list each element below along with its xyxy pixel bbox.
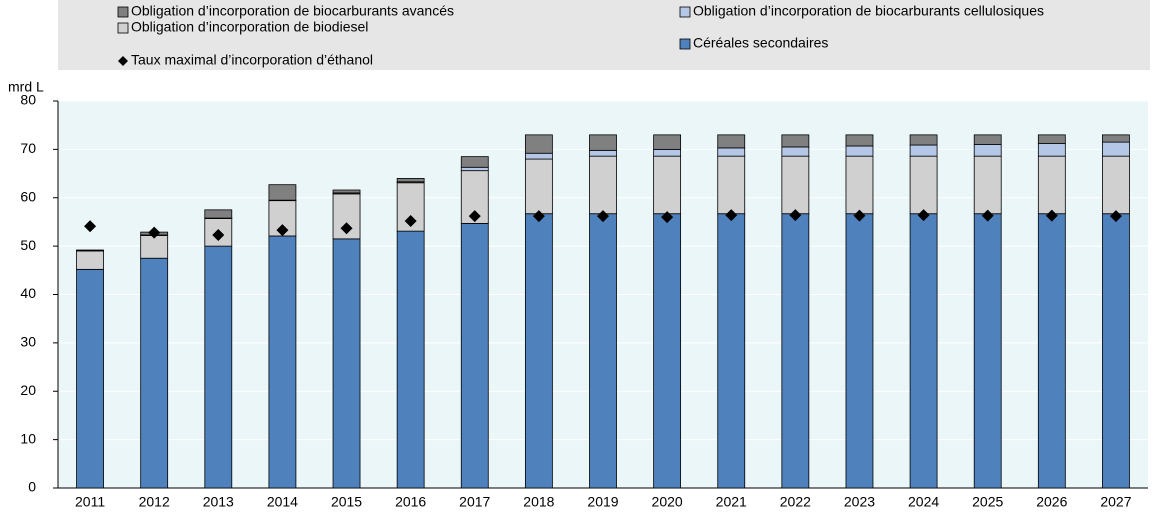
bar-segment	[782, 135, 809, 147]
bar-segment	[654, 135, 681, 150]
bar-segment	[1102, 142, 1129, 156]
bar-segment	[910, 145, 937, 156]
bar-segment	[974, 145, 1001, 157]
bar-segment	[1102, 135, 1129, 142]
bar-segment	[718, 148, 745, 156]
x-tick-label: 2021	[716, 494, 747, 510]
bar-segment	[782, 214, 809, 488]
x-tick-label: 2027	[1100, 494, 1131, 510]
bar-segment	[974, 214, 1001, 488]
y-tick-label: 40	[20, 285, 36, 301]
x-tick-label: 2024	[908, 494, 939, 510]
bar-segment	[525, 135, 552, 153]
y-tick-label: 20	[20, 382, 36, 398]
bar-segment	[461, 157, 488, 168]
bar-segment	[1038, 135, 1065, 144]
y-tick-label: 80	[20, 92, 36, 108]
x-tick-label: 2011	[75, 494, 105, 510]
legend-swatch	[118, 7, 128, 17]
bar-segment	[525, 159, 552, 214]
legend-label: Taux maximal d’incorporation d’éthanol	[131, 52, 373, 68]
x-tick-label: 2023	[844, 494, 875, 510]
y-tick-label: 50	[20, 237, 36, 253]
bar-segment	[910, 156, 937, 214]
bar-segment	[654, 156, 681, 214]
y-tick-label: 30	[20, 334, 36, 350]
bar-segment	[141, 258, 168, 488]
bar-segment	[333, 239, 360, 488]
y-tick-label: 70	[20, 140, 36, 156]
bar-segment	[141, 235, 168, 258]
x-tick-label: 2013	[203, 494, 234, 510]
legend-label: Obligation d’incorporation de biocarbura…	[693, 3, 1044, 19]
bar-segment	[397, 178, 424, 181]
bar-segment	[654, 214, 681, 488]
bar-segment	[846, 156, 873, 214]
bar-segment	[590, 150, 617, 156]
y-tick-label: 60	[20, 188, 36, 204]
bar-segment	[718, 156, 745, 214]
legend-label: Obligation d’incorporation de biodiesel	[131, 19, 368, 35]
bar-segment	[269, 236, 296, 488]
bar-segment	[846, 146, 873, 156]
x-tick-label: 2017	[459, 494, 490, 510]
bar-segment	[782, 147, 809, 156]
legend-label: Obligation d’incorporation de biocarbura…	[131, 3, 454, 19]
bar-segment	[782, 156, 809, 214]
bar-segment	[461, 223, 488, 488]
bar-segment	[590, 135, 617, 150]
x-tick-label: 2019	[587, 494, 618, 510]
legend-label: Céréales secondaires	[693, 35, 828, 51]
x-tick-label: 2016	[395, 494, 426, 510]
bar-segment	[974, 156, 1001, 214]
x-tick-label: 2026	[1036, 494, 1067, 510]
bar-segment	[910, 214, 937, 488]
bar-segment	[77, 269, 104, 488]
bar-segment	[974, 135, 1001, 145]
bar-segment	[77, 251, 104, 269]
y-tick-label: 0	[28, 479, 36, 495]
bar-segment	[590, 156, 617, 214]
bar-segment	[333, 190, 360, 193]
bar-segment	[1102, 156, 1129, 214]
x-tick-label: 2018	[523, 494, 554, 510]
legend-swatch	[118, 23, 128, 33]
x-tick-label: 2015	[331, 494, 362, 510]
bar-segment	[910, 135, 937, 145]
bar-segment	[654, 149, 681, 156]
x-tick-label: 2022	[780, 494, 811, 510]
bar-segment	[846, 135, 873, 146]
bar-segment	[525, 214, 552, 488]
bar-segment	[525, 153, 552, 159]
bar-segment	[846, 214, 873, 488]
bar-segment	[1102, 214, 1129, 488]
legend-swatch	[680, 7, 690, 17]
y-tick-label: 10	[20, 430, 36, 446]
bar-segment	[205, 246, 232, 488]
legend-swatch	[680, 39, 690, 49]
bar-segment	[718, 214, 745, 488]
bar-segment	[718, 135, 745, 148]
bar-segment	[205, 210, 232, 218]
x-tick-label: 2025	[972, 494, 1003, 510]
bar-segment	[1038, 156, 1065, 214]
bar-segment	[1038, 214, 1065, 488]
bar-segment	[397, 231, 424, 488]
x-tick-label: 2014	[267, 494, 298, 510]
bar-segment	[1038, 144, 1065, 157]
x-tick-label: 2020	[652, 494, 683, 510]
bar-segment	[269, 185, 296, 200]
x-tick-label: 2012	[139, 494, 170, 510]
bar-segment	[461, 167, 488, 170]
bar-segment	[590, 214, 617, 488]
